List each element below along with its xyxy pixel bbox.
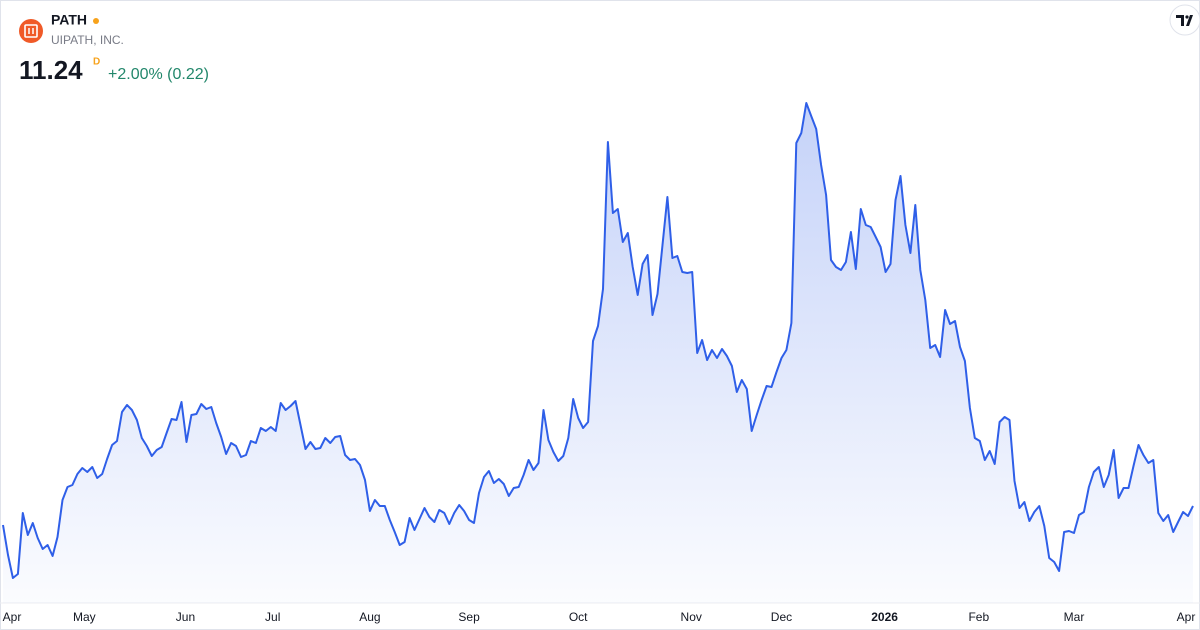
x-tick-label: Jun xyxy=(176,610,195,624)
ticker: PATH xyxy=(51,12,87,28)
tradingview-logo[interactable] xyxy=(1169,4,1200,36)
x-tick-label: 2026 xyxy=(871,610,898,624)
x-tick-label: Nov xyxy=(681,610,702,624)
price-line xyxy=(2,102,1194,579)
x-tick-label: Apr xyxy=(1177,610,1196,624)
logo xyxy=(19,19,43,43)
x-tick-label: May xyxy=(73,610,96,624)
x-tick-label: Jul xyxy=(265,610,280,624)
price: 11.24 xyxy=(19,55,83,85)
status-dot xyxy=(93,18,99,24)
x-tick-label: Apr xyxy=(3,610,22,624)
x-tick-label: Mar xyxy=(1064,610,1085,624)
price-suffix: D xyxy=(93,57,100,68)
x-tick-label: Dec xyxy=(771,610,792,624)
x-tick-label: Oct xyxy=(569,610,588,624)
price-change: +2.00% (0.22) xyxy=(108,66,209,83)
x-tick-label: Sep xyxy=(458,610,480,624)
x-tick-label: Aug xyxy=(359,610,380,624)
company-name: UIPATH, INC. xyxy=(51,33,124,47)
area-fill xyxy=(3,103,1193,603)
x-tick-label: Feb xyxy=(968,610,989,624)
